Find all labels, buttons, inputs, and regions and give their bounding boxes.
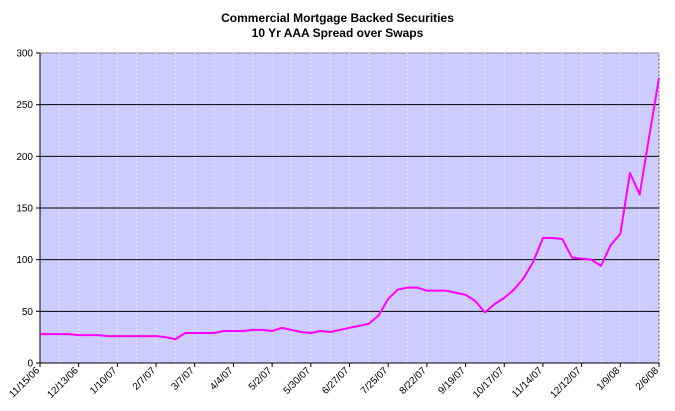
x-tick-label: 12/13/06 [45,365,81,401]
x-tick-label: 1/9/08 [595,365,623,393]
x-tick-label: 11/15/06 [7,365,42,400]
y-tick-label: 250 [16,100,33,111]
x-tick-label: 7/25/07 [359,365,391,397]
x-tick-label: 2/7/07 [131,365,159,393]
series-line [40,77,660,341]
x-tick-label: 11/14/07 [510,365,545,400]
x-tick-label: 10/17/07 [471,365,507,401]
y-tick-label: 50 [22,307,34,318]
y-tick-label: 150 [16,204,33,215]
x-tick-label: 6/27/07 [320,365,352,397]
y-tick-label: 200 [16,152,33,163]
x-tick-label: 12/12/07 [548,365,584,401]
x-tick-label: 1/10/07 [88,365,120,397]
chart-subtitle: 10 Yr AAA Spread over Swaps [251,26,424,40]
chart-title: Commercial Mortgage Backed Securities [221,11,454,25]
x-tick-label: 5/2/07 [247,365,275,393]
x-tick-label: 5/30/07 [282,365,314,397]
x-tick-label: 3/7/07 [169,365,197,393]
y-tick-label: 100 [16,255,33,266]
y-tick-label: 0 [27,359,33,370]
x-tick-label: 8/22/07 [398,365,430,397]
x-tick-label: 2/6/08 [634,365,662,393]
y-tick-label: 300 [16,49,33,60]
x-tick-label: 9/19/07 [436,365,468,397]
x-tick-label: 4/4/07 [208,365,236,393]
